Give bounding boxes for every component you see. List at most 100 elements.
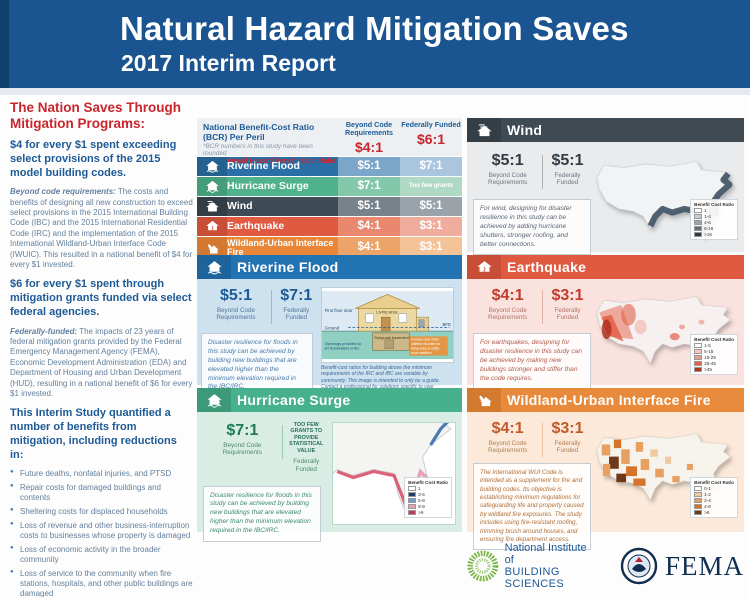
legend-label: 8-9 [418, 504, 425, 509]
legend-entry: 1 [694, 208, 734, 213]
legend-label: 1-5 [704, 343, 711, 348]
legend-swatch [694, 492, 703, 497]
surge-ratios-block: $7:1 Beyond Code Requirements Too few gra… [203, 422, 330, 542]
row-federal-value: $7:1 [400, 157, 462, 176]
legend-swatch [408, 504, 417, 509]
legend-entry: 1-4 [694, 214, 734, 219]
legend-entry: 1-5 [694, 343, 734, 348]
ratio-group: $4:1 Beyond Code Requirements $3:1 Federal… [473, 287, 592, 324]
riverine-flood-body: $5:1 Beyond Code Requirements $7:1 Federal… [197, 279, 462, 399]
hurricane-house-icon [197, 388, 231, 412]
paragraph-lead: Federally-funded: [10, 326, 78, 336]
divider [270, 290, 272, 324]
legend-entry: 3-5 [408, 492, 448, 497]
earthquake-header: Earthquake [467, 255, 744, 279]
beyond-code-ratio: $7:1 Beyond Code Requirements [203, 422, 282, 456]
diagram-label-furnace-4: room addition [411, 351, 432, 355]
legend-label: 5-15 [704, 349, 714, 354]
ratio-label: Beyond Code Requirements [488, 440, 528, 455]
legend-swatch [694, 220, 703, 225]
hurricane-surge-map: Benefit Cost Ratio 1 3-5 5-8 8-9 >9 [331, 422, 456, 525]
legend-swatch [408, 486, 417, 491]
legend-label: >8 [704, 510, 710, 515]
legend-entry: >8 [694, 510, 734, 515]
diagram-label-openings: Openings provided to [325, 342, 361, 346]
column-label: Beyond Code Requirements [345, 120, 393, 137]
column-value: $6:1 [416, 130, 446, 147]
wind-body: $5:1 Beyond Code Requirements $5:1 Federal… [467, 142, 744, 256]
legend-swatch [694, 504, 703, 509]
wind-house-icon [197, 197, 227, 216]
fema-logo: FEMA [620, 547, 744, 585]
ratio-value: $4:1 [491, 420, 524, 437]
claim-6-to-1: $6 for every $1 spent through mitigation… [10, 278, 192, 318]
panel-title: Earthquake [507, 259, 587, 275]
wind-ratios-block: $5:1 Beyond Code Requirements $5:1 Federal… [473, 152, 592, 256]
legend-entry: 15-25 [694, 355, 734, 360]
footer-logos: National Institute of BUILDING SCIENCES … [467, 538, 744, 594]
wind-panel: Wind $5:1 Beyond Code Requirements $5:1 Fe… [467, 118, 744, 256]
header-divider [0, 88, 750, 95]
divider [542, 290, 543, 324]
nibs-swirl-icon [467, 550, 499, 582]
surge-note: Disaster resilience for floods in this s… [203, 485, 321, 542]
divider [281, 425, 283, 459]
legend-label: 4-8 [704, 504, 711, 509]
table-row-earthquake: Earthquake $4:1 $3:1 [197, 217, 462, 236]
wind-header: Wind [467, 118, 744, 142]
row-federal-value: $3:1 [400, 237, 462, 259]
diagram-label-furnace-3: living area or utility [411, 346, 439, 350]
ratio-label: Federally Funded [554, 172, 581, 187]
legend-label: 3-5 [418, 492, 425, 497]
diagram-label-furnace-2: utilities relocated to [411, 342, 440, 346]
row-label: Wildland-Urban Interface Fire [227, 237, 334, 257]
table-row-wui-fire: Wildland-Urban Interface Fire $4:1 $3:1 [197, 237, 462, 259]
column-value: $4:1 [354, 138, 384, 155]
wind-note: For wind, designing for disaster resilie… [473, 199, 591, 256]
ratio-label: Federally Funded [554, 440, 581, 455]
row-beyond-value: $4:1 [338, 237, 400, 259]
legend-entry: 5-8 [408, 498, 448, 503]
earthquake-house-icon [197, 217, 227, 236]
list-item: Future deaths, nonfatal injuries, and PT… [10, 469, 193, 479]
legend-swatch [694, 486, 703, 491]
fire-house-icon [467, 388, 501, 412]
riverine-flood-panel: Riverine Flood $5:1 Beyond Code Requireme… [197, 255, 462, 399]
legend-swatch [694, 208, 703, 213]
ratio-value: $5:1 [551, 152, 584, 169]
overall-ratio-label: Overall Hazard Benefit-Cost Ratio [223, 158, 336, 165]
row-federal-value: $5:1 [400, 197, 462, 216]
earthquake-map: Benefit Cost Ratio 1-5 5-15 15-25 25-45 … [592, 287, 738, 381]
ratio-value: $3:1 [551, 287, 584, 304]
wui-fire-map-legend: Benefit Cost Ratio 0-1 1-2 2-4 4-8 >8 [690, 476, 738, 518]
quake-ratios-block: $4:1 Beyond Code Requirements $3:1 Federal… [473, 287, 592, 390]
list-item: Repair costs for damaged buildings and c… [10, 483, 193, 503]
wui-fire-header: Wildland-Urban Interface Fire [467, 388, 744, 412]
ratio-group: $5:1 Beyond Code Requirements $7:1 Federal… [201, 287, 321, 324]
too-few-grants-note: Too few grants to provide statistical va… [282, 422, 330, 474]
diagram-label-living-area: Living area [376, 310, 398, 315]
ratio-label: Beyond Code Requirements [488, 307, 528, 322]
legend-entry: 1 [408, 486, 448, 491]
wind-map-legend: Benefit Cost Ratio 1 1-4 4-6 6-16 >16 [690, 198, 738, 240]
claim-4-to-1: $4 for every $1 spent exceeding select p… [10, 139, 177, 179]
nibs-logo-text: National Institute of BUILDING SCIENCES [505, 542, 598, 590]
diagram-label-ground: Ground [325, 325, 340, 330]
legend-entry: 4-8 [694, 504, 734, 509]
beyond-code-ratio: $5:1 Beyond Code Requirements [473, 152, 542, 186]
wind-map: Benefit Cost Ratio 1 1-4 4-6 6-16 >16 [592, 152, 738, 248]
quake-note: For earthquakes, designing for disaster … [473, 333, 591, 390]
column-label: Federally Funded [401, 120, 461, 129]
hurricane-surge-body: $7:1 Beyond Code Requirements Too few gra… [197, 412, 462, 542]
federally-funded-ratio: $3:1 Federally Funded [543, 287, 592, 321]
legend-entry: 0-1 [694, 486, 734, 491]
divider [542, 423, 543, 457]
legend-title: Benefit Cost Ratio [694, 336, 734, 342]
legend-title: Benefit Cost Ratio [694, 201, 734, 207]
legend-label: 15-25 [704, 355, 716, 360]
page-title: Natural Hazard Mitigation Saves [120, 10, 629, 47]
divider [542, 155, 543, 189]
ratio-group: $7:1 Beyond Code Requirements Too few gra… [203, 422, 330, 474]
column-header-federally-funded: Federally Funded $6:1 [400, 118, 462, 156]
wui-fire-map: Benefit Cost Ratio 0-1 1-2 2-4 4-8 >8 [592, 420, 738, 528]
